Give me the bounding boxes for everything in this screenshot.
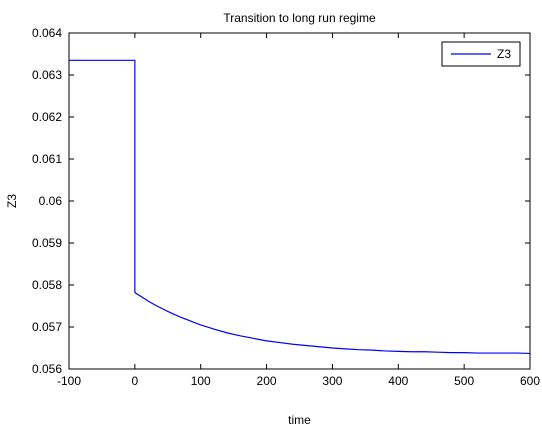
x-tick-label: 400	[388, 374, 408, 388]
legend-label-z3: Z3	[497, 47, 511, 61]
x-tick-label: 100	[191, 374, 211, 388]
y-tick-label: 0.058	[32, 278, 62, 292]
y-tick-label: 0.061	[32, 152, 62, 166]
series-layer	[69, 59, 531, 355]
plot-frame	[68, 32, 531, 370]
x-tick-label: 600	[520, 374, 540, 388]
x-tick-label: 0	[132, 374, 139, 388]
axis-ticks: -100 0 100 200 300 400 500 600 0.056 0.057 0.058 0.…	[32, 26, 540, 388]
y-tick-label: 0.059	[32, 236, 62, 250]
plot-area	[69, 33, 530, 369]
y-tick-label: 0.06	[39, 194, 63, 208]
y-tick-label: 0.057	[32, 320, 62, 334]
y-tick-label: 0.063	[32, 68, 62, 82]
y-tick-label: 0.062	[32, 110, 62, 124]
legend: Z3	[441, 41, 521, 67]
y-axis-label: Z3	[5, 194, 19, 208]
chart-title: Transition to long run regime	[223, 11, 376, 25]
y-tick-label: 0.064	[32, 26, 62, 40]
y-tick-label: 0.056	[32, 362, 62, 376]
x-tick-label: 200	[257, 374, 277, 388]
x-axis-label: time	[288, 413, 311, 427]
x-tick-label: 300	[322, 374, 342, 388]
x-tick-label: 500	[454, 374, 474, 388]
series-line-z3	[69, 59, 531, 355]
x-tick-label: -100	[57, 374, 81, 388]
